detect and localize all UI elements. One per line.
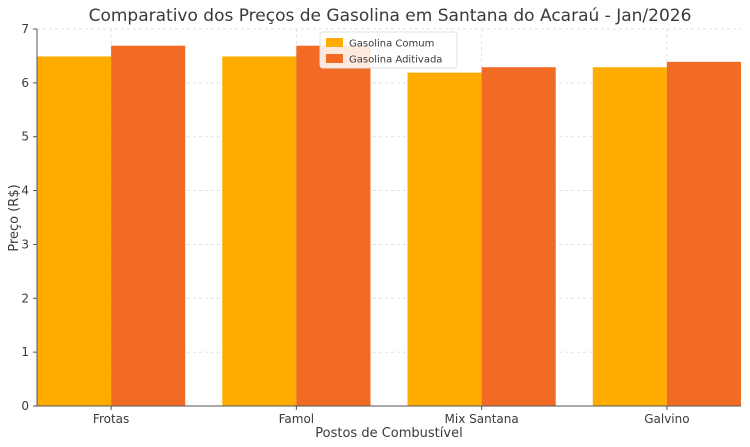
y-tick-label: 6 <box>21 76 29 90</box>
y-tick-label: 1 <box>21 345 29 359</box>
legend-label: Gasolina Aditivada <box>349 55 442 66</box>
y-tick-label: 4 <box>21 184 29 198</box>
legend: Gasolina Comum Gasolina Aditivada <box>319 31 458 69</box>
bar-gasolina-aditivada-famol <box>296 45 371 407</box>
bar-gasolina-aditivada-frotas <box>111 45 186 407</box>
x-tick-label: Famol <box>279 412 315 426</box>
legend-label: Gasolina Comum <box>349 39 434 50</box>
chart-title: Comparativo dos Preços de Gasolina em Sa… <box>89 6 692 26</box>
bar-gasolina-comum-mix-santana <box>407 72 482 407</box>
bar-gasolina-aditivada-mix-santana <box>481 67 556 406</box>
x-tick-label: Mix Santana <box>445 412 519 426</box>
y-tick-label: 7 <box>21 22 29 36</box>
bar-gasolina-comum-frotas <box>37 56 112 407</box>
y-tick-label: 0 <box>21 399 29 413</box>
bars <box>37 45 741 407</box>
y-tick-label: 5 <box>21 130 29 144</box>
bar-gasolina-comum-galvino <box>592 67 667 406</box>
bar-gasolina-aditivada-galvino <box>666 61 741 407</box>
y-tick-label: 3 <box>21 237 29 251</box>
legend-swatch <box>326 54 343 63</box>
legend-box <box>319 31 458 69</box>
x-tick-label: Galvino <box>644 412 689 426</box>
y-tick-label: 2 <box>21 291 29 305</box>
y-axis-label: Preço (R$) <box>7 184 22 251</box>
tick-labels: 0 1 2 3 4 5 6 7 Frotas Famol Mix Santana Galvino <box>21 22 689 426</box>
axes <box>33 28 741 410</box>
legend-swatch <box>326 38 343 47</box>
bar-gasolina-comum-famol <box>222 56 297 407</box>
x-tick-label: Frotas <box>93 412 129 426</box>
x-axis-label: Postos de Combustível <box>315 426 462 441</box>
